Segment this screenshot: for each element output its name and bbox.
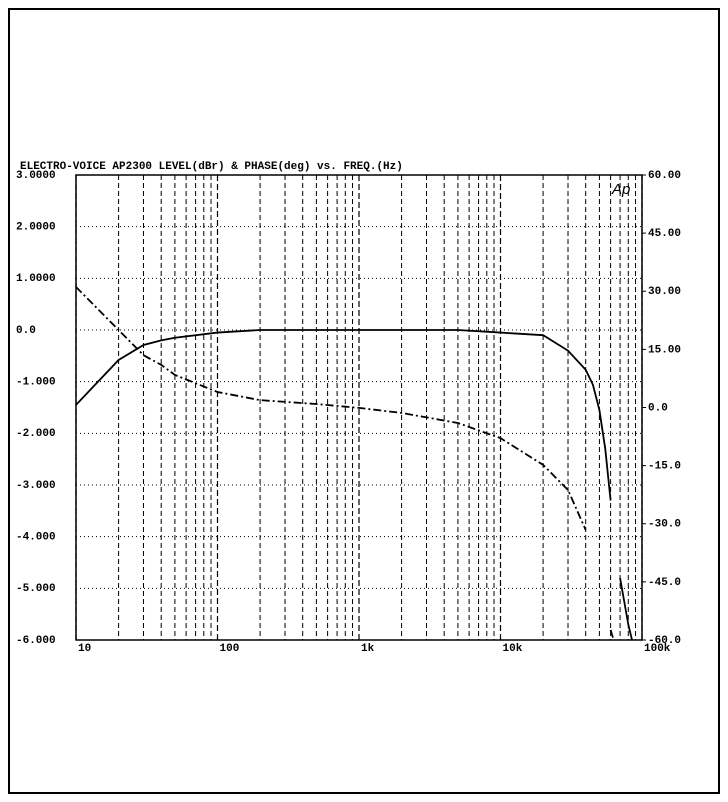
y2-tick-label: -60.0 <box>648 635 681 647</box>
y2-tick-label: 60.00 <box>648 170 681 182</box>
y2-tick-label: 0.0 <box>648 402 668 414</box>
plot-lines <box>76 286 633 640</box>
x-tick-label: 10k <box>503 643 523 655</box>
x-tick-label: 1k <box>361 643 375 655</box>
page-border <box>8 8 720 794</box>
x-tick-label: 10 <box>78 643 91 655</box>
y-tick-label: -4.000 <box>16 532 56 544</box>
logo: Ap <box>611 181 630 198</box>
y-tick-label: -6.000 <box>16 635 56 647</box>
y2-tick-label: 45.00 <box>648 228 681 240</box>
y-tick-label: 1.0000 <box>16 273 56 285</box>
series-line <box>76 286 615 640</box>
y-tick-label: 3.0000 <box>16 170 56 182</box>
chart-title: ELECTRO-VOICE AP2300 LEVEL(dBr) & PHASE(… <box>20 161 403 173</box>
y2-tick-label: -15.0 <box>648 461 681 473</box>
y-tick-label: -3.000 <box>16 480 56 492</box>
x-tick-label: 100k <box>644 643 671 655</box>
y-tick-label: 0.0 <box>16 325 36 337</box>
plot-frame <box>75 174 643 641</box>
y-tick-label: -2.000 <box>16 428 56 440</box>
y-tick-label: 2.0000 <box>16 222 56 234</box>
y2-tick-label: 30.00 <box>648 286 681 298</box>
y2-tick-label: 15.00 <box>648 344 681 356</box>
y2-tick-label: -30.0 <box>648 519 681 531</box>
series-line <box>76 329 633 640</box>
y-tick-label: -1.000 <box>16 377 56 389</box>
y2-tick-label: -45.0 <box>648 577 681 589</box>
y-tick-label: -5.000 <box>16 583 56 595</box>
x-tick-label: 100 <box>220 643 240 655</box>
